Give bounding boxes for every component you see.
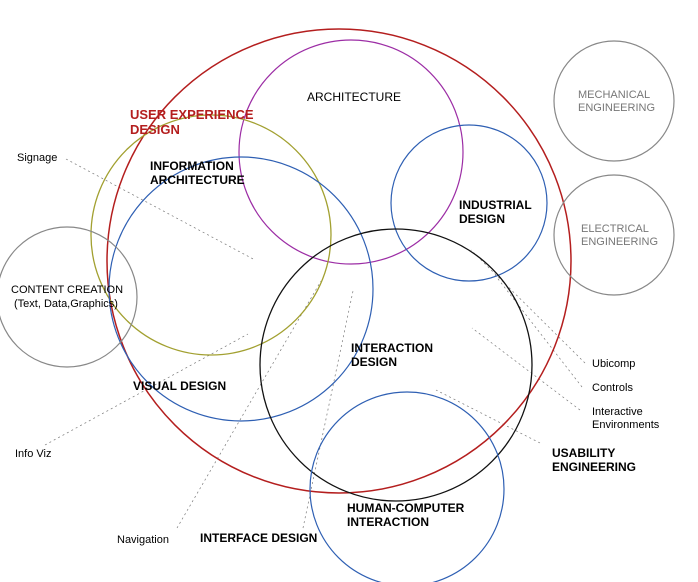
circle-architecture <box>239 40 463 264</box>
label-mechanical-engineering: MECHANICAL ENGINEERING <box>578 89 655 114</box>
label-signage: Signage <box>17 152 57 165</box>
label-interaction-design: INTERACTION DESIGN <box>351 342 433 370</box>
label-architecture: ARCHITECTURE <box>307 91 401 105</box>
label-visual-design: VISUAL DESIGN <box>133 380 226 394</box>
circle-info_arch <box>91 115 331 355</box>
label-usability-engineering: USABILITY ENGINEERING <box>552 447 636 475</box>
nav_line <box>177 281 321 528</box>
label-content-creation-sub: (Text, Data,Graphics) <box>14 298 118 311</box>
ubicomp_line <box>471 250 585 363</box>
label-ubicomp: Ubicomp <box>592 358 635 371</box>
label-user-experience-design: USER EXPERIENCE DESIGN <box>130 108 254 138</box>
circle-hci <box>310 392 504 582</box>
label-content-creation: CONTENT CREATION <box>11 284 123 297</box>
label-info-viz: Info Viz <box>15 448 52 461</box>
label-industrial-design: INDUSTRIAL DESIGN <box>459 199 532 227</box>
label-human-computer-interaction: HUMAN-COMPUTER INTERACTION <box>347 502 464 530</box>
circle-content <box>0 227 137 367</box>
label-electrical-engineering: ELECTRICAL ENGINEERING <box>581 223 658 248</box>
label-interface-design: INTERFACE DESIGN <box>200 532 317 546</box>
label-information-architecture: INFORMATION ARCHITECTURE <box>150 160 245 188</box>
label-controls: Controls <box>592 382 633 395</box>
label-navigation: Navigation <box>117 534 169 547</box>
label-interactive-environments: Interactive Environments <box>592 406 659 431</box>
